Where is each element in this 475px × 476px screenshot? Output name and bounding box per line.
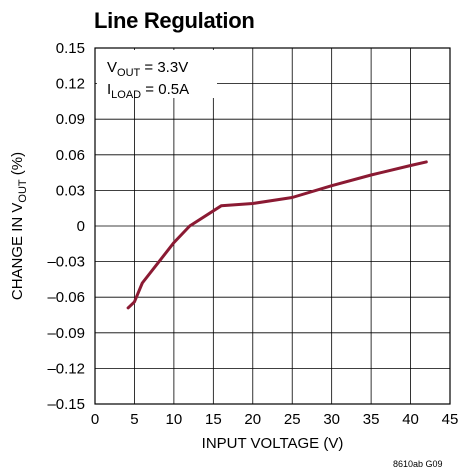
y-tick-label: –0.09	[47, 325, 85, 342]
y-tick-label: –0.12	[47, 360, 85, 377]
y-tick-label: 0	[77, 218, 85, 235]
annotation-rest: = 3.3V	[140, 59, 188, 76]
y-tick-label: 0.06	[56, 147, 85, 164]
y-axis-label: CHANGE IN VOUT (%)	[9, 152, 29, 300]
x-tick-label: 20	[244, 411, 261, 428]
x-tick-label: 35	[363, 411, 380, 428]
y-tick-label: –0.15	[47, 396, 85, 413]
x-tick-label: 5	[130, 411, 138, 428]
plot-frame	[94, 47, 451, 405]
series-line	[126, 160, 428, 310]
x-tick-label: 10	[166, 411, 183, 428]
annotation-sub: OUT	[117, 67, 141, 79]
y-tick-label: 0.09	[56, 111, 85, 128]
chart-title: Line Regulation	[94, 8, 255, 33]
y-tick-labels: 0.15 0.12 0.09 0.06 0.03 0 –0.03 –0.06 –0.09 –0.1…	[47, 40, 85, 413]
y-axis-label-suffix: (%)	[9, 152, 26, 180]
x-tick-labels: 0 5 10 15 20 25 30 35 40 45	[91, 411, 459, 428]
annotation-sub: LOAD	[111, 89, 141, 101]
annotation-background	[97, 50, 217, 98]
annotation-text: VOUT = 3.3V	[107, 59, 188, 79]
y-tick-label: 0.15	[56, 40, 85, 57]
y-tick-label: –0.06	[47, 289, 85, 306]
annotation-rest: = 0.5A	[141, 81, 189, 98]
annotation-text: ILOAD = 0.5A	[107, 81, 189, 101]
annotation-main: I	[107, 81, 111, 98]
grid	[95, 48, 450, 404]
x-tick-label: 15	[205, 411, 222, 428]
annotation-main: V	[107, 59, 117, 76]
y-tick-label: 0.03	[56, 182, 85, 199]
x-axis-label: INPUT VOLTAGE (V)	[202, 435, 344, 452]
y-axis-label-main: CHANGE IN V	[9, 203, 26, 301]
x-tick-label: 45	[442, 411, 459, 428]
figure-code: 8610ab G09	[393, 459, 443, 469]
x-tick-label: 25	[284, 411, 301, 428]
y-tick-label: –0.03	[47, 254, 85, 271]
y-tick-label: 0.12	[56, 76, 85, 93]
x-tick-label: 0	[91, 411, 99, 428]
x-tick-label: 30	[323, 411, 340, 428]
x-tick-label: 40	[402, 411, 419, 428]
series-layer	[126, 160, 428, 310]
y-axis-label-sub: OUT	[17, 179, 29, 203]
